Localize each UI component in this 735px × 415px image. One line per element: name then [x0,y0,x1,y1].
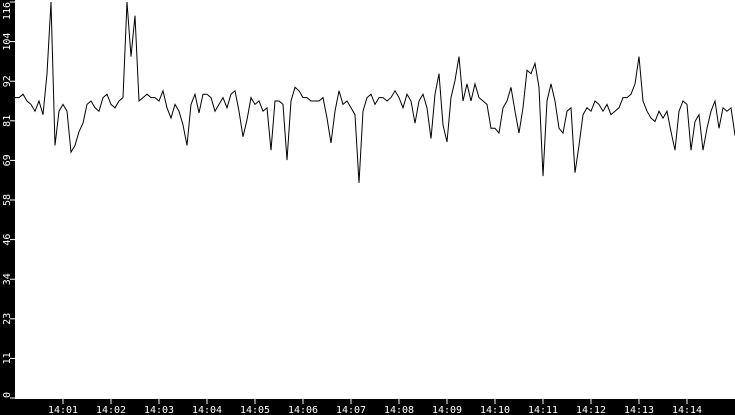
x-tick-label: 14:02 [96,405,126,415]
x-tick-label: 14:01 [48,405,78,415]
x-tick-label: 14:08 [384,405,414,415]
x-tick-label: 14:05 [240,405,270,415]
y-tick-label: 46 [2,234,13,246]
y-tick-label: 81 [2,115,13,127]
x-tick-label: 14:10 [480,405,510,415]
y-tick-label: 11 [2,352,13,364]
y-tick-label: 92 [2,75,13,87]
y-tick-label: 116 [2,2,13,20]
x-tick-label: 14:03 [144,405,174,415]
y-tick-label: 0 [2,392,13,398]
y-axis: 0 11 23 34 46 58 69 81 92 104 116 [2,1,15,399]
x-tick-label: 14:12 [576,405,606,415]
x-tick-label: 14:06 [288,405,318,415]
x-tick-label: 14:04 [192,405,222,415]
y-tick-label: 34 [2,273,13,285]
x-tick-label: 14:13 [624,405,654,415]
series-line [15,1,735,183]
x-axis: 14:01 14:02 14:03 14:04 14:05 14:06 14:07 14:08… [48,399,702,415]
y-tick-label: 104 [2,33,13,51]
x-tick-label: 14:11 [528,405,558,415]
x-tick-label: 14:14 [672,405,702,415]
x-tick-label: 14:09 [432,405,462,415]
y-tick-label: 58 [2,194,13,206]
y-tick-label: 69 [2,154,13,166]
x-tick-label: 14:07 [336,405,366,415]
y-tick-label: 23 [2,313,13,325]
plot-area [15,0,735,399]
